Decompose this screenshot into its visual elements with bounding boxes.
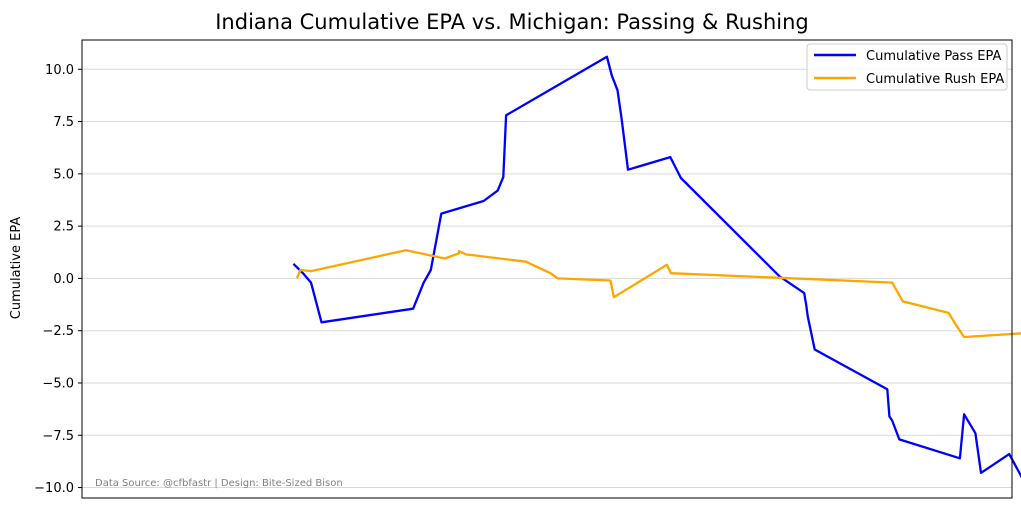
y-tick-label: −7.5 [42, 429, 74, 444]
legend-frame [806, 43, 1008, 91]
y-axis-ticks: −10.0 −7.5 −5.0 −2.5 0.0 2.5 5.0 7.5 10.0 [34, 63, 82, 496]
y-tick-label: −5.0 [42, 376, 74, 391]
gridlines [82, 68, 1012, 489]
y-tick-label: −2.5 [42, 324, 74, 339]
y-tick-label: 2.5 [53, 220, 74, 235]
y-tick-label: 0.0 [53, 272, 74, 287]
y-tick-label: 7.5 [53, 115, 74, 130]
legend-label-pass: Cumulative Pass EPA [866, 49, 1001, 64]
rush-epa-line [295, 249, 1021, 339]
plot-lines [292, 55, 1021, 479]
y-tick-label: −10.0 [34, 481, 74, 496]
plot-frame [81, 39, 1013, 499]
y-axis-label: Cumulative EPA [9, 217, 24, 320]
legend-label-rush: Cumulative Rush EPA [866, 72, 1004, 87]
y-tick-label: 10.0 [45, 63, 74, 78]
chart-title: Indiana Cumulative EPA vs. Michigan: Pas… [215, 10, 809, 34]
data-source-note: Data Source: @cfbfastr | Design: Bite-Si… [95, 478, 343, 489]
legend: Cumulative Pass EPA Cumulative Rush EPA [806, 43, 1008, 91]
pass-epa-line [292, 55, 1021, 479]
y-tick-label: 5.0 [53, 167, 74, 182]
